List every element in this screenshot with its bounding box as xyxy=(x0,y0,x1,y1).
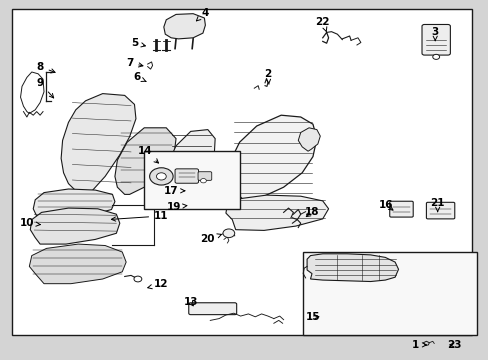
FancyBboxPatch shape xyxy=(190,200,211,209)
Text: 6: 6 xyxy=(133,72,146,82)
Polygon shape xyxy=(298,128,320,151)
Circle shape xyxy=(432,54,439,59)
Text: 10: 10 xyxy=(20,218,40,228)
Circle shape xyxy=(223,229,234,238)
Text: 4: 4 xyxy=(196,8,209,21)
Text: 23: 23 xyxy=(447,340,461,350)
Text: 3: 3 xyxy=(431,27,438,41)
Text: 2: 2 xyxy=(264,69,271,84)
Ellipse shape xyxy=(191,186,202,196)
Polygon shape xyxy=(115,128,176,194)
Text: 19: 19 xyxy=(166,202,186,212)
Text: 8: 8 xyxy=(37,62,55,73)
Polygon shape xyxy=(228,115,316,201)
Circle shape xyxy=(149,168,173,185)
Ellipse shape xyxy=(318,313,334,320)
Circle shape xyxy=(200,179,206,183)
Text: 14: 14 xyxy=(138,146,158,163)
FancyBboxPatch shape xyxy=(426,202,454,219)
FancyBboxPatch shape xyxy=(209,200,226,209)
Polygon shape xyxy=(166,130,215,197)
Polygon shape xyxy=(33,189,115,220)
Polygon shape xyxy=(20,72,44,113)
Bar xyxy=(303,252,476,335)
Text: 7: 7 xyxy=(125,58,142,68)
Text: 1: 1 xyxy=(411,340,426,350)
Text: 15: 15 xyxy=(305,312,320,322)
Circle shape xyxy=(134,276,142,282)
FancyBboxPatch shape xyxy=(175,169,198,183)
Bar xyxy=(144,151,239,209)
FancyBboxPatch shape xyxy=(421,24,449,55)
FancyBboxPatch shape xyxy=(188,303,236,315)
Circle shape xyxy=(156,173,166,180)
Text: 16: 16 xyxy=(378,200,393,210)
FancyBboxPatch shape xyxy=(389,201,412,217)
Text: 22: 22 xyxy=(315,17,329,32)
Text: 5: 5 xyxy=(131,38,145,48)
Text: 9: 9 xyxy=(37,78,54,98)
Text: 11: 11 xyxy=(111,211,168,221)
Polygon shape xyxy=(30,208,120,244)
Polygon shape xyxy=(163,14,205,39)
Text: 20: 20 xyxy=(200,234,221,244)
Polygon shape xyxy=(61,94,136,196)
Text: 12: 12 xyxy=(147,279,168,289)
Ellipse shape xyxy=(201,187,207,194)
Text: 13: 13 xyxy=(183,297,198,307)
Polygon shape xyxy=(306,254,398,282)
Text: 18: 18 xyxy=(304,207,319,217)
Text: 21: 21 xyxy=(429,198,444,212)
FancyBboxPatch shape xyxy=(198,172,211,180)
Text: 17: 17 xyxy=(163,186,184,196)
Polygon shape xyxy=(225,195,328,230)
Polygon shape xyxy=(29,244,126,284)
